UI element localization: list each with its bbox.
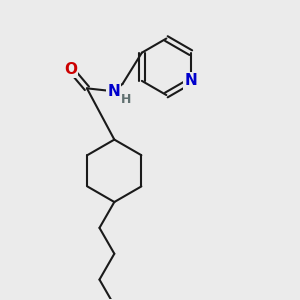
Text: N: N bbox=[107, 84, 120, 99]
Text: O: O bbox=[64, 61, 77, 76]
Text: H: H bbox=[121, 93, 131, 106]
Text: N: N bbox=[184, 74, 197, 88]
